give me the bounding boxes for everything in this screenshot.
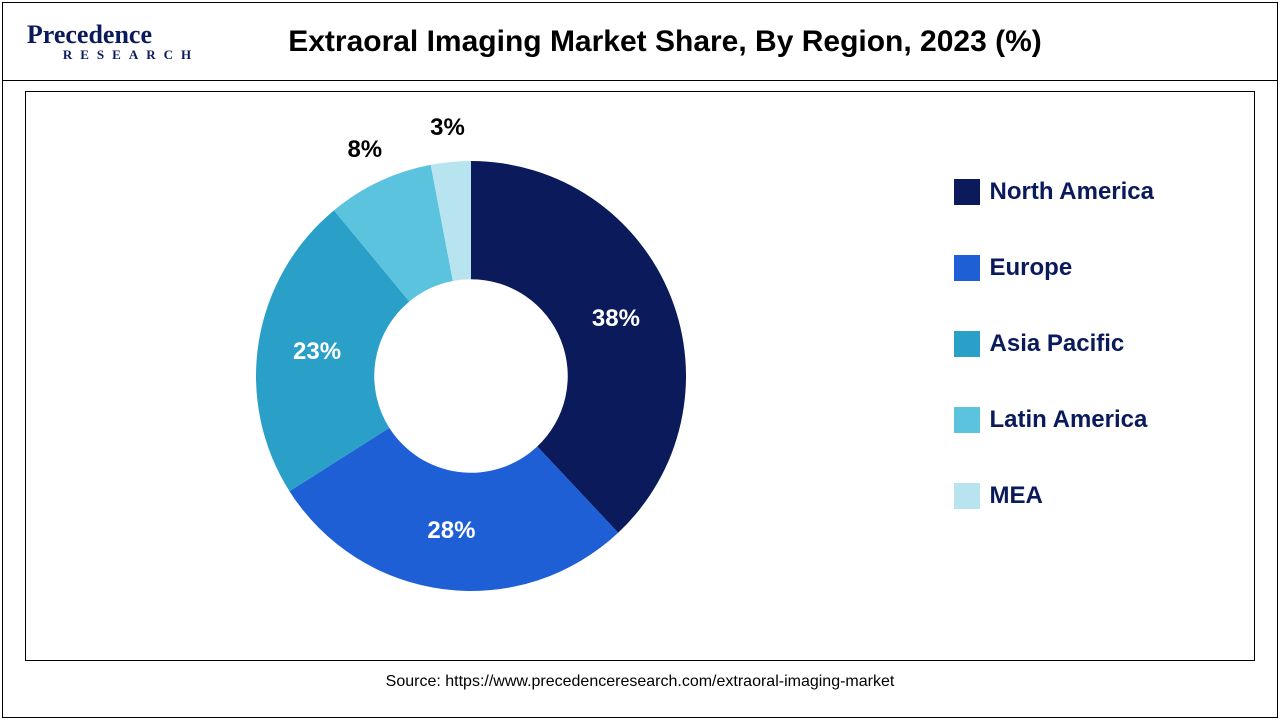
legend-label: MEA (990, 482, 1043, 510)
logo-brand-main: Precedence (27, 22, 199, 48)
chart-title: Extraoral Imaging Market Share, By Regio… (213, 25, 1277, 59)
legend-label: Asia Pacific (990, 330, 1125, 358)
legend-label: North America (990, 178, 1154, 206)
legend-item: Europe (954, 254, 1154, 282)
slice-value-label: 38% (592, 305, 640, 333)
chart-frame: 38% 28% 23% 8% 3% North America Europe Asia Pa… (25, 91, 1255, 661)
slice-value-label: 23% (293, 338, 341, 366)
logo-brand-sub: RESEARCH (27, 48, 199, 61)
legend-label: Europe (990, 254, 1073, 282)
logo-text: Precedence RESEARCH (27, 22, 199, 61)
slice-value-label: 3% (430, 114, 465, 142)
legend-swatch (954, 483, 980, 509)
outer-frame: Precedence RESEARCH Extraoral Imaging Ma… (2, 2, 1278, 718)
legend-swatch (954, 255, 980, 281)
source-text: Source: https://www.precedenceresearch.c… (3, 673, 1277, 691)
slice-value-label: 8% (347, 136, 382, 164)
legend-swatch (954, 407, 980, 433)
header-row: Precedence RESEARCH Extraoral Imaging Ma… (3, 3, 1277, 81)
legend-swatch (954, 331, 980, 357)
legend-swatch (954, 179, 980, 205)
legend: North America Europe Asia Pacific Latin Ame… (954, 178, 1154, 510)
slice-value-label: 28% (427, 517, 475, 545)
legend-item: North America (954, 178, 1154, 206)
legend-item: Asia Pacific (954, 330, 1154, 358)
legend-item: MEA (954, 482, 1154, 510)
donut-chart: 38%28%23%8%3% (256, 161, 686, 591)
logo: Precedence RESEARCH (3, 3, 213, 80)
legend-label: Latin America (990, 406, 1148, 434)
legend-item: Latin America (954, 406, 1154, 434)
